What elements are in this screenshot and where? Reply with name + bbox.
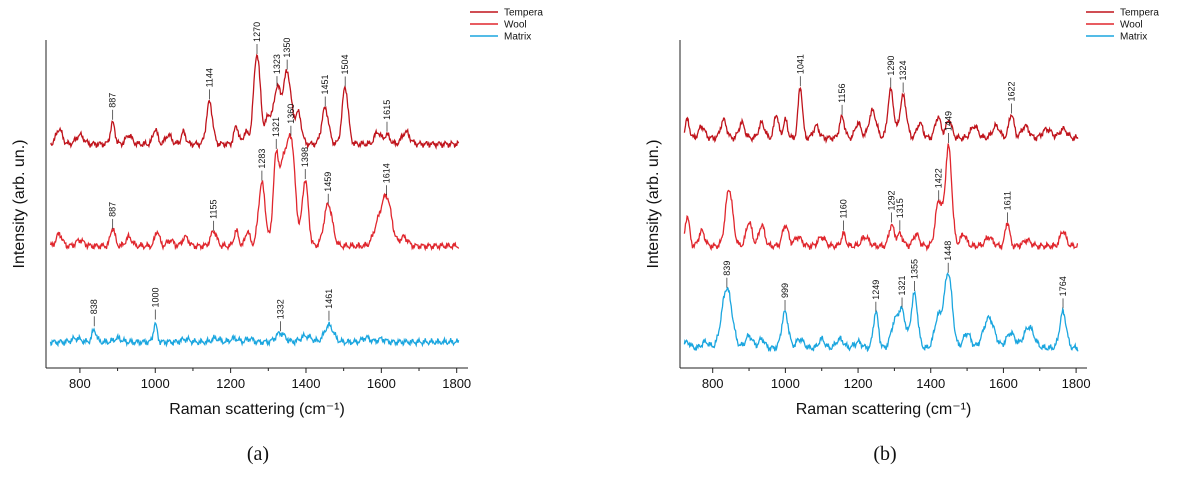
peak-label: 1459 xyxy=(323,172,333,192)
series-line-tempera xyxy=(49,53,460,150)
peak-label: 838 xyxy=(89,299,99,314)
peak-label: 839 xyxy=(722,261,732,276)
legend-entry: Matrix xyxy=(1120,32,1147,43)
x-tick-label: 1200 xyxy=(844,376,873,391)
panel-label: (b) xyxy=(873,443,896,465)
peak-label: 1156 xyxy=(837,83,847,102)
series-line-wool xyxy=(49,132,460,252)
peak-label: 1041 xyxy=(795,54,805,74)
y-axis-title: Intensity (arb. un.) xyxy=(11,140,28,269)
panel-label: (a) xyxy=(247,443,269,465)
peak-label: 1315 xyxy=(895,198,905,218)
x-tick-label: 1800 xyxy=(442,376,471,391)
peak-label: 1155 xyxy=(209,199,219,218)
peak-label: 1323 xyxy=(272,54,282,74)
x-tick-label: 1800 xyxy=(1062,376,1091,391)
peak-label: 1449 xyxy=(944,111,954,131)
legend-entry: Wool xyxy=(1120,20,1143,31)
x-tick-label: 1400 xyxy=(916,376,945,391)
x-tick-label: 800 xyxy=(69,376,91,391)
peak-label: 1611 xyxy=(1002,191,1012,210)
peak-label: 999 xyxy=(780,283,790,298)
x-tick-label: 1000 xyxy=(771,376,800,391)
peak-label: 1283 xyxy=(257,149,267,169)
legend-entry: Tempera xyxy=(1120,8,1159,19)
panel-b-chart: 800 1000 1200 1400 1600 1800 Raman scattering … xyxy=(645,8,1159,466)
peak-label: 1422 xyxy=(934,168,944,188)
peak-label: 1249 xyxy=(871,280,881,300)
peak-label: 1448 xyxy=(943,241,953,261)
peak-label: 1160 xyxy=(839,199,849,218)
x-tick-label: 1600 xyxy=(367,376,396,391)
x-axis-title: Raman scattering (cm⁻¹) xyxy=(796,401,972,418)
peak-label: 1321 xyxy=(897,275,907,295)
peak-label: 1355 xyxy=(909,259,919,279)
peak-label: 1000 xyxy=(150,287,160,307)
series-line-matrix xyxy=(683,272,1079,353)
peak-label: 1270 xyxy=(252,22,262,42)
peak-label: 1504 xyxy=(340,54,350,74)
x-tick-label: 800 xyxy=(702,376,724,391)
x-tick-label: 1000 xyxy=(141,376,170,391)
peak-label: 887 xyxy=(108,93,118,108)
peak-label: 1321 xyxy=(271,117,281,137)
series-line-wool xyxy=(683,143,1079,252)
peak-label: 1324 xyxy=(898,60,908,80)
x-tick-label: 1200 xyxy=(216,376,245,391)
legend-entry: Wool xyxy=(504,20,527,31)
peak-label: 1360 xyxy=(286,104,296,124)
peak-label: 1461 xyxy=(324,289,334,309)
peak-label: 1398 xyxy=(300,147,310,167)
peak-label: 1764 xyxy=(1058,276,1068,296)
legend-entry: Tempera xyxy=(504,8,543,19)
peak-label: 1290 xyxy=(886,56,896,76)
x-axis-title: Raman scattering (cm⁻¹) xyxy=(169,401,345,418)
peak-label: 1614 xyxy=(382,163,392,183)
panel-a-chart: 800 1000 1200 1400 1600 1800 Raman scattering … xyxy=(11,8,543,466)
peak-label: 1622 xyxy=(1006,81,1016,101)
legend-entry: Matrix xyxy=(504,32,531,43)
y-axis-title: Intensity (arb. un.) xyxy=(645,140,662,269)
peak-label: 1332 xyxy=(275,299,285,319)
peak-label: 887 xyxy=(108,202,118,217)
peak-label: 1451 xyxy=(320,74,330,94)
x-tick-label: 1600 xyxy=(989,376,1018,391)
series-line-matrix xyxy=(49,321,460,348)
peak-label: 1144 xyxy=(205,68,215,87)
peak-label: 1350 xyxy=(282,38,292,58)
peak-label: 1615 xyxy=(382,100,392,120)
x-tick-label: 1400 xyxy=(292,376,321,391)
peak-label: 1292 xyxy=(886,191,896,211)
series-line-tempera xyxy=(683,86,1079,144)
